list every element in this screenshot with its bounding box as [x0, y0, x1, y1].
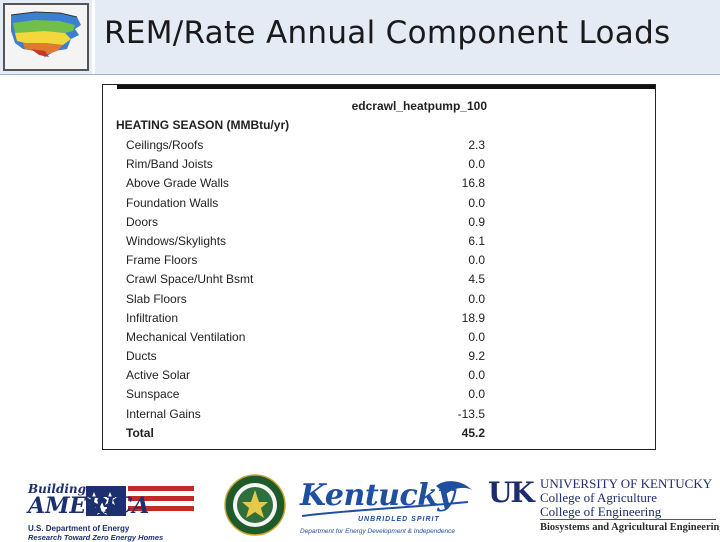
slide-title: REM/Rate Annual Component Loads: [104, 15, 671, 51]
table-row: Crawl Space/Unht Bsmt 4.5: [103, 270, 655, 289]
row-label: Total: [126, 425, 154, 440]
kentucky-wordmark: Kentucky: [300, 478, 455, 513]
university-of-kentucky-logo: UK UNIVERSITY OF KENTUCKY College of Agr…: [488, 474, 720, 538]
building-america-logo: Building AMERICA U.S. Department of Ener…: [26, 478, 198, 542]
total-row: Total 45.2: [103, 424, 655, 443]
row-label: Windows/Skylights: [126, 233, 227, 248]
table-row: Internal Gains -13.5: [103, 405, 655, 424]
row-value: 18.9: [461, 310, 485, 325]
row-value: 0.0: [468, 195, 485, 210]
row-label: Frame Floors: [126, 253, 198, 268]
uk-divider: [540, 519, 716, 520]
row-label: Active Solar: [126, 368, 191, 383]
row-value: 9.2: [468, 349, 485, 364]
row-value: 6.1: [468, 233, 485, 248]
table-row: Frame Floors 0.0: [103, 251, 655, 270]
kentucky-department: Department for Energy Development & Inde…: [300, 528, 456, 535]
row-value: 0.0: [468, 368, 485, 383]
uk-monogram: UK: [488, 476, 535, 509]
row-value: 0.0: [468, 253, 485, 268]
row-value: 0.0: [468, 329, 485, 344]
component-loads-report: edcrawl_heatpump_100 HEATING SEASON (MMB…: [102, 84, 656, 450]
uk-college-agriculture: College of Agriculture: [540, 490, 657, 505]
row-label: Foundation Walls: [126, 195, 219, 210]
row-label: Internal Gains: [126, 406, 201, 421]
row-value: 0.0: [468, 157, 485, 172]
row-label: Ducts: [126, 349, 157, 364]
table-row: Doors 0.9: [103, 213, 655, 232]
row-label: Sunspace: [126, 387, 180, 402]
report-top-rule: [117, 85, 655, 89]
building-america-tagline: Research Toward Zero Energy Homes: [28, 533, 164, 542]
row-value: 2.3: [468, 138, 485, 152]
row-label: Slab Floors: [126, 291, 187, 306]
row-value: 0.0: [468, 291, 485, 306]
footer-logos: Building AMERICA U.S. Department of Ener…: [0, 470, 720, 542]
report-column-header: edcrawl_heatpump_100: [351, 99, 487, 113]
row-label: Crawl Space/Unht Bsmt: [126, 272, 254, 287]
row-label: Mechanical Ventilation: [126, 329, 246, 344]
header-divider: [92, 0, 95, 74]
slide-header: REM/Rate Annual Component Loads: [0, 0, 720, 75]
heating-season-title: HEATING SEASON (MMBtu/yr): [116, 118, 290, 132]
row-label: Doors: [126, 214, 159, 229]
table-row: Slab Floors 0.0: [103, 290, 655, 309]
row-value: 0.9: [468, 214, 485, 229]
table-row: Ceilings/Roofs 2.3: [103, 136, 655, 155]
table-row: Sunspace 0.0: [103, 385, 655, 404]
row-label: Ceilings/Roofs: [126, 138, 204, 152]
building-america-doe-line: U.S. Department of Energy: [28, 524, 130, 533]
building-america-wordmark: Building AMERICA: [28, 482, 150, 519]
doe-seal-icon: [224, 474, 286, 536]
row-label: Infiltration: [126, 310, 179, 325]
table-row: Windows/Skylights 6.1: [103, 232, 655, 251]
table-row: Foundation Walls 0.0: [103, 194, 655, 213]
kentucky-tagline: UNBRIDLED SPIRIT: [358, 516, 440, 523]
uk-name: UNIVERSITY OF KENTUCKY: [540, 476, 713, 491]
row-value: 16.8: [461, 176, 485, 191]
table-row: Ducts 9.2: [103, 347, 655, 366]
row-value: -13.5: [457, 406, 485, 421]
kentucky-logo: Kentucky UNBRIDLED SPIRIT Department for…: [296, 472, 476, 538]
row-value: 0.0: [468, 387, 485, 402]
uk-department: Biosystems and Agricultural Engineering: [540, 522, 720, 533]
table-row: Rim/Band Joists 0.0: [103, 155, 655, 174]
uk-college-engineering: College of Engineering: [540, 504, 662, 519]
row-label: Above Grade Walls: [126, 176, 229, 191]
row-value: 4.5: [468, 272, 485, 287]
table-row: Active Solar 0.0: [103, 366, 655, 385]
row-label: Rim/Band Joists: [126, 157, 213, 172]
us-climate-map-logo: [3, 3, 89, 71]
row-value: 45.2: [461, 425, 485, 440]
table-row: Infiltration 18.9: [103, 309, 655, 328]
table-row: Above Grade Walls 16.8: [103, 174, 655, 193]
report-rows: Ceilings/Roofs 2.3 Rim/Band Joists 0.0 Above…: [103, 136, 655, 443]
table-row: Mechanical Ventilation 0.0: [103, 328, 655, 347]
